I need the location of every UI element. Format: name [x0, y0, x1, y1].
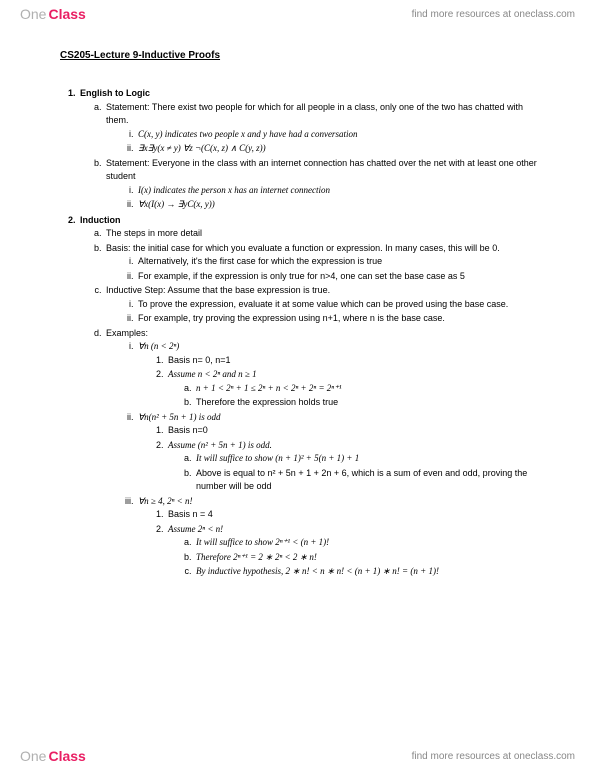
- s2d-iii-2: Assume 2ⁿ < n!: [168, 524, 223, 534]
- s2c: Inductive Step: Assume that the base exp…: [106, 285, 330, 295]
- s2c-ii: For example, try proving the expression …: [138, 313, 445, 323]
- s2d-ii-2a: It will suffice to show (n + 1)² + 5(n +…: [196, 453, 359, 463]
- s2d-i-2b: Therefore the expression holds true: [196, 397, 338, 407]
- s2d-i-2a: n + 1 < 2ⁿ + 1 ≤ 2ⁿ + n < 2ⁿ + 2ⁿ = 2ⁿ⁺¹: [196, 383, 342, 393]
- s2d: Examples:: [106, 328, 148, 338]
- s2d-ii-2: Assume (n² + 5n + 1) is odd.: [168, 440, 272, 450]
- s2d-ii-1: Basis n=0: [168, 425, 208, 435]
- s2d-iii-2c: By inductive hypothesis, 2 ∗ n! < n ∗ n!…: [196, 566, 439, 576]
- s2b-ii: For example, if the expression is only t…: [138, 271, 465, 281]
- section-1-title: English to Logic: [80, 88, 150, 98]
- footer: OneClass find more resources at oneclass…: [0, 742, 595, 770]
- s2a: The steps in more detail: [106, 228, 202, 238]
- brand-logo-footer: OneClass: [20, 748, 86, 764]
- header-link[interactable]: find more resources at oneclass.com: [412, 9, 575, 20]
- s1a: Statement: There exist two people for wh…: [106, 102, 523, 126]
- s2b-i: Alternatively, it's the first case for w…: [138, 256, 382, 266]
- brand-class: Class: [48, 6, 85, 22]
- s2b: Basis: the initial case for which you ev…: [106, 243, 500, 253]
- brand-logo: OneClass: [20, 6, 86, 22]
- section-2-title: Induction: [80, 215, 121, 225]
- s2d-i-1: Basis n= 0, n=1: [168, 355, 231, 365]
- s2d-iii-2b: Therefore 2ⁿ⁺¹ = 2 ∗ 2ⁿ < 2 ∗ n!: [196, 552, 317, 562]
- document-content: CS205-Lecture 9-Inductive Proofs English…: [60, 48, 545, 581]
- page-title: CS205-Lecture 9-Inductive Proofs: [60, 48, 545, 63]
- brand-one-footer: One: [20, 748, 46, 764]
- s2d-iii-1: Basis n = 4: [168, 509, 213, 519]
- main-list: English to Logic Statement: There exist …: [78, 87, 545, 579]
- brand-class-footer: Class: [48, 748, 85, 764]
- s2d-ii: ∀n(n² + 5n + 1) is odd: [138, 412, 221, 422]
- s2d-i: ∀n (n < 2ⁿ): [138, 341, 179, 351]
- brand-one: One: [20, 6, 46, 22]
- s1b-i: I(x) indicates the person x has an inter…: [138, 185, 330, 195]
- s1b-ii: ∀x(I(x) → ∃yC(x, y)): [138, 199, 215, 209]
- footer-link[interactable]: find more resources at oneclass.com: [412, 751, 575, 762]
- s1a-i: C(x, y) indicates two people x and y hav…: [138, 129, 357, 139]
- s2d-iii: ∀n ≥ 4, 2ⁿ < n!: [138, 496, 193, 506]
- s2d-ii-2b: Above is equal to n² + 5n + 1 + 2n + 6, …: [196, 468, 527, 492]
- s2c-i: To prove the expression, evaluate it at …: [138, 299, 508, 309]
- header: OneClass find more resources at oneclass…: [0, 0, 595, 28]
- s1b: Statement: Everyone in the class with an…: [106, 158, 537, 182]
- s2d-iii-2a: It will suffice to show 2ⁿ⁺¹ < (n + 1)!: [196, 537, 329, 547]
- s1a-ii: ∃x∃y(x ≠ y) ∀z ¬(C(x, z) ∧ C(y, z)): [138, 143, 266, 153]
- s2d-i-2: Assume n < 2ⁿ and n ≥ 1: [168, 369, 257, 379]
